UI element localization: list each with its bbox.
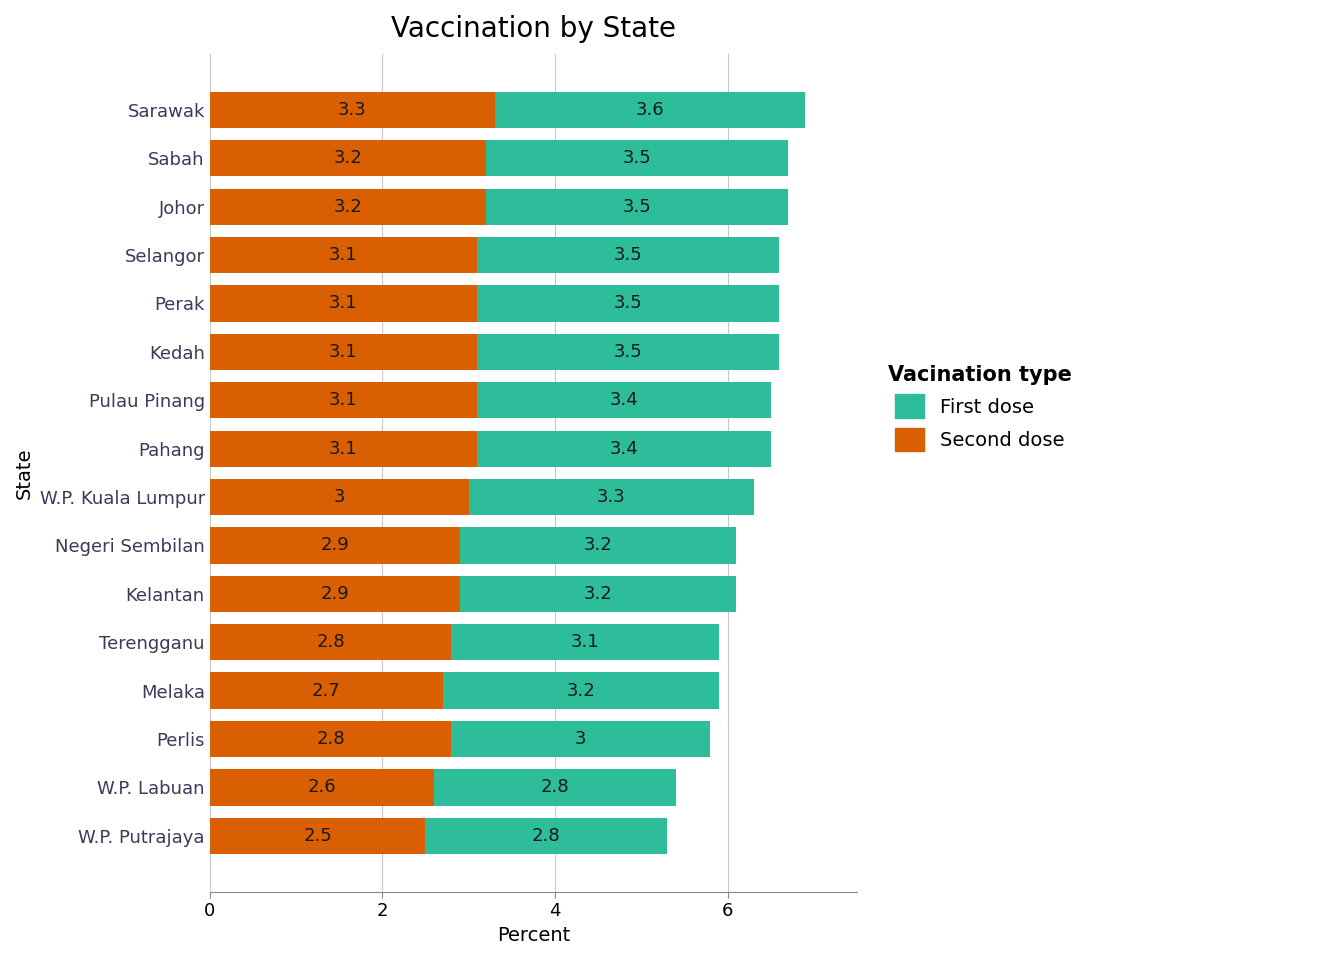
Bar (210, 285, 477, 322)
Bar (452, 624, 719, 660)
Bar (210, 672, 442, 708)
Text: 2.6: 2.6 (308, 779, 336, 797)
Bar (210, 576, 460, 612)
Text: 2.9: 2.9 (320, 537, 349, 555)
Bar (434, 769, 676, 805)
Text: 3.1: 3.1 (329, 392, 358, 409)
Text: 3.5: 3.5 (622, 198, 652, 216)
Title: Vaccination by State: Vaccination by State (391, 15, 676, 43)
Bar (210, 382, 477, 419)
Bar (210, 527, 460, 564)
Bar (210, 188, 487, 225)
Text: 3.1: 3.1 (571, 634, 599, 651)
Bar (210, 624, 452, 660)
Text: 3.2: 3.2 (566, 682, 595, 700)
Text: 3.5: 3.5 (622, 150, 652, 167)
Bar (469, 479, 754, 516)
Text: 3.1: 3.1 (329, 440, 358, 458)
Bar (477, 382, 770, 419)
Bar (426, 818, 667, 854)
Bar (460, 576, 737, 612)
Legend: First dose, Second dose: First dose, Second dose (880, 357, 1079, 459)
Y-axis label: State: State (15, 447, 34, 498)
Bar (442, 672, 719, 708)
Bar (487, 188, 788, 225)
Text: 2.5: 2.5 (304, 827, 332, 845)
Text: 3.1: 3.1 (329, 343, 358, 361)
Text: 3.4: 3.4 (610, 392, 638, 409)
Text: 3: 3 (333, 488, 345, 506)
Text: 2.8: 2.8 (316, 634, 345, 651)
Bar (477, 430, 770, 467)
Bar (210, 769, 434, 805)
Bar (210, 92, 495, 128)
Text: 3.1: 3.1 (329, 295, 358, 313)
Text: 3.5: 3.5 (614, 246, 642, 264)
Text: 2.8: 2.8 (540, 779, 570, 797)
Text: 3.1: 3.1 (329, 246, 358, 264)
Text: 3.4: 3.4 (610, 440, 638, 458)
X-axis label: Percent: Percent (497, 926, 570, 945)
Bar (210, 430, 477, 467)
Bar (460, 527, 737, 564)
Bar (495, 92, 805, 128)
Bar (477, 334, 780, 370)
Text: 3.2: 3.2 (583, 537, 613, 555)
Text: 3.2: 3.2 (333, 150, 362, 167)
Text: 3.6: 3.6 (636, 101, 664, 119)
Text: 3.2: 3.2 (333, 198, 362, 216)
Bar (210, 237, 477, 274)
Text: 2.7: 2.7 (312, 682, 340, 700)
Text: 3: 3 (575, 730, 586, 748)
Text: 3.5: 3.5 (614, 295, 642, 313)
Text: 3.3: 3.3 (337, 101, 367, 119)
Text: 2.9: 2.9 (320, 585, 349, 603)
Text: 3.5: 3.5 (614, 343, 642, 361)
Text: 2.8: 2.8 (532, 827, 560, 845)
Bar (210, 479, 469, 516)
Text: 2.8: 2.8 (316, 730, 345, 748)
Bar (477, 237, 780, 274)
Bar (487, 140, 788, 177)
Bar (210, 721, 452, 757)
Text: 3.2: 3.2 (583, 585, 613, 603)
Bar (210, 818, 426, 854)
Bar (210, 140, 487, 177)
Text: 3.3: 3.3 (597, 488, 625, 506)
Bar (477, 285, 780, 322)
Bar (210, 334, 477, 370)
Bar (452, 721, 711, 757)
